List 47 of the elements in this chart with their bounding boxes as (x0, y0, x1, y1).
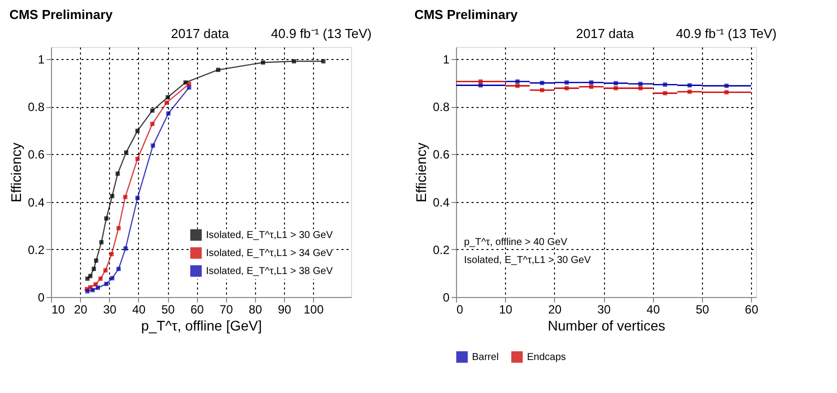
text: 2017 data (171, 26, 230, 41)
legend-label: Isolated, E_T^τ,L1 > 34 GeV (206, 248, 334, 259)
text: 40.9 fb⁻¹ (13 TeV) (676, 26, 777, 41)
legend-label: Isolated, E_T^τ,L1 > 38 GeV (206, 266, 334, 277)
y-tick-label: 0.4 (28, 195, 45, 210)
x-tick-label: 50 (696, 302, 710, 316)
y-tick-label: 0 (38, 290, 45, 304)
annotation: p_T^τ, offline > 40 GeV (464, 237, 568, 248)
x-tick-label: 40 (132, 302, 146, 316)
y-tick-label: 1 (442, 52, 450, 66)
x-tick-label: 30 (103, 302, 117, 316)
legend-label: Endcaps (527, 352, 566, 363)
x-tick-label: 70 (220, 302, 234, 316)
legend-label: Barrel (472, 352, 499, 363)
x-tick-label: 10 (52, 302, 66, 316)
x-tick-label: 60 (744, 302, 759, 316)
y-tick-label: 0.8 (432, 100, 450, 114)
x-tick-label: 90 (278, 302, 292, 316)
x-tick-label: 80 (248, 302, 262, 316)
x-tick-label: 50 (161, 302, 175, 316)
y-tick-label: 0 (442, 290, 450, 304)
y-tick-label: 1 (38, 52, 45, 66)
y-tick-label: 0.8 (28, 100, 45, 114)
x-tick-label: 30 (597, 302, 612, 316)
chart-title: CMS Preliminary (9, 7, 114, 22)
x-tick-label: 0 (456, 302, 464, 316)
y-tick-label: 0.2 (432, 242, 450, 257)
x-tick-label: 60 (190, 302, 204, 316)
text: 40.9 fb⁻¹ (13 TeV) (271, 26, 372, 41)
point (321, 59, 326, 64)
x-tick-label: 20 (74, 302, 88, 316)
y-tick-label: 0.6 (432, 148, 450, 162)
y-tick-label: 0.2 (28, 242, 45, 257)
x-axis-title: Number of vertices (548, 318, 666, 334)
y-axis-title: Efficiency (412, 142, 429, 202)
x-tick-label: 10 (499, 302, 513, 316)
x-tick-label: 100 (304, 302, 324, 316)
legend-label: Isolated, E_T^τ,L1 > 30 GeV (206, 230, 334, 241)
x-tick-label: 20 (548, 302, 562, 316)
y-axis-title: Efficiency (8, 142, 24, 202)
x-tick-label: 40 (646, 302, 660, 316)
annotation: Isolated, E_T^τ,L1 > 30 GeV (464, 255, 592, 266)
y-tick-label: 0.4 (432, 195, 450, 210)
y-tick-label: 0.6 (28, 148, 45, 162)
x-axis-title: p_T^τ, offline [GeV] (141, 318, 262, 334)
chart-title: CMS Preliminary (414, 7, 518, 22)
text: 2017 data (576, 26, 635, 41)
